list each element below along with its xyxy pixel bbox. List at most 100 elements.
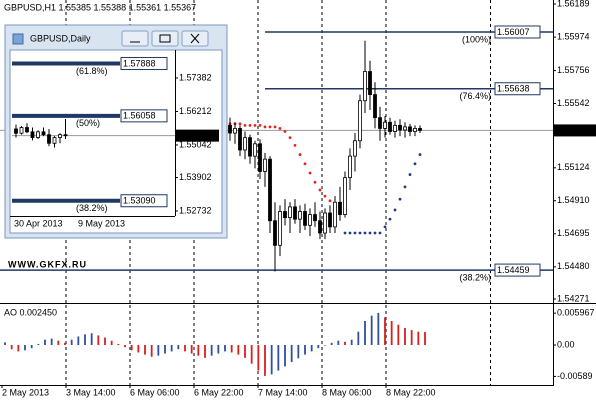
fib-price: 1.56007 (497, 27, 530, 37)
sar-dot (268, 125, 272, 129)
ao-bar (24, 345, 26, 351)
ao-bar (230, 345, 233, 353)
ao-panel: 2 May 2013 3 May 14:00 6 May 06:00 6 May 22… (1, 305, 595, 397)
ao-bar (150, 345, 153, 357)
y-tick-label: -0.00589 (557, 371, 593, 381)
sar-dot (258, 123, 262, 127)
ao-bar (330, 342, 333, 345)
ao-bar (237, 345, 240, 355)
ao-bar (337, 340, 340, 345)
candle-body (318, 220, 322, 234)
fib-label: (38.2%) (459, 272, 491, 282)
sar-dot (418, 153, 422, 156)
ao-bar (364, 321, 366, 345)
x-tick-label: 3 May 14:00 (66, 387, 116, 397)
fib-label: (100%) (462, 34, 491, 44)
candle-body (343, 177, 347, 215)
ao-bar (144, 345, 146, 355)
candle-body (52, 137, 57, 144)
candle-body (233, 128, 237, 134)
candle-body (25, 127, 29, 133)
candle-body (298, 211, 302, 220)
window-title: GBPUSD,Daily (30, 33, 91, 43)
ao-bar (210, 345, 213, 356)
ao-bar (264, 345, 266, 376)
x-tick-label: 7 May 14:00 (258, 387, 308, 397)
sar-dot (413, 162, 417, 166)
ao-bar (90, 333, 93, 345)
candle-body (408, 126, 412, 132)
y-tick-label: 1.54480 (557, 261, 590, 271)
ao-bar (64, 342, 66, 345)
fib-price-box (494, 263, 541, 277)
sar-dot (383, 225, 387, 229)
candle-body (228, 124, 232, 134)
ao-bar (57, 340, 60, 345)
x-tick-label: 6 May 22:00 (194, 387, 244, 397)
sar-dot (248, 123, 252, 127)
candle-body (418, 128, 422, 131)
sar-dot (323, 194, 327, 198)
window-icon (12, 33, 24, 45)
y-tick-label: 1.52732 (179, 205, 212, 215)
ao-bar (404, 327, 406, 345)
y-tick-label: 1.56189 (557, 0, 590, 8)
y-tick-label: 1.54695 (557, 228, 590, 238)
candle-body (63, 134, 68, 137)
sar-dot (328, 199, 332, 203)
sar-dot (408, 173, 412, 176)
minimize-button[interactable] (121, 30, 149, 47)
candle-body (47, 134, 51, 144)
candle-body (268, 158, 272, 222)
y-tick-label: 1.54910 (557, 195, 590, 205)
candle-body (333, 201, 337, 228)
last-price: 1.55367 (556, 125, 589, 135)
chart-title: GBPUSD,H1 1.55385 1.55388 1.55361 1.5536… (4, 2, 196, 12)
candle-body (263, 158, 267, 172)
ao-bar (44, 339, 46, 345)
candle-body (393, 124, 397, 132)
x-tick-label: 8 May 06:00 (322, 387, 372, 397)
fib-label: (50%) (76, 118, 100, 128)
sar-dot (348, 231, 352, 235)
sar-dot (403, 185, 407, 189)
last-price: 1.55367 (178, 131, 211, 141)
candle-body (373, 94, 377, 119)
candle-body (338, 201, 342, 215)
ao-bar (130, 345, 133, 351)
ao-bar (357, 331, 360, 345)
fib-label: (38.2%) (76, 203, 108, 213)
candle-body (363, 71, 367, 102)
candle-body (368, 71, 372, 95)
sar-dot (318, 188, 322, 192)
candle-body (273, 220, 277, 246)
sar-dot (278, 127, 282, 130)
y-tick-label: 1.56212 (179, 106, 212, 116)
candle-body (413, 128, 417, 132)
ao-bar (417, 331, 420, 345)
ao-bar (290, 345, 293, 363)
maximize-button[interactable] (151, 30, 179, 47)
candle-body (293, 206, 297, 220)
ao-bar (250, 345, 253, 364)
sar-dot (253, 123, 257, 127)
ao-bar (297, 345, 300, 359)
y-tick-label: 0.005967 (557, 308, 595, 318)
last-price-box (554, 124, 596, 137)
sar-dot (373, 231, 377, 235)
x-tick-label: 6 May 06:00 (130, 387, 180, 397)
sar-dot (298, 153, 302, 156)
candle-body (243, 137, 247, 151)
candle-body (14, 128, 18, 134)
ao-bar (410, 330, 413, 345)
candle-body (238, 128, 242, 151)
ao-bar (97, 335, 100, 345)
candle-body (58, 134, 62, 138)
fib-price-box (120, 109, 168, 123)
candle-body (398, 124, 402, 131)
candle-body (248, 137, 252, 157)
candle-body (323, 212, 327, 234)
ao-bar (77, 336, 80, 345)
y-tick-label: 1.54271 (557, 293, 590, 303)
